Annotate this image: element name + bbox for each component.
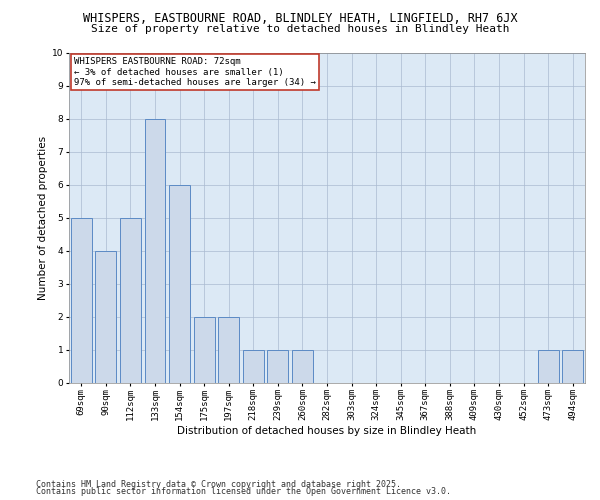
Bar: [71, 218, 92, 382]
Y-axis label: Number of detached properties: Number of detached properties: [38, 136, 48, 300]
Bar: [194, 316, 215, 382]
Text: WHISPERS EASTBOURNE ROAD: 72sqm
← 3% of detached houses are smaller (1)
97% of s: WHISPERS EASTBOURNE ROAD: 72sqm ← 3% of …: [74, 58, 316, 87]
X-axis label: Distribution of detached houses by size in Blindley Heath: Distribution of detached houses by size …: [178, 426, 476, 436]
Text: Contains HM Land Registry data © Crown copyright and database right 2025.: Contains HM Land Registry data © Crown c…: [36, 480, 401, 489]
Bar: [169, 184, 190, 382]
Bar: [145, 118, 166, 382]
Text: WHISPERS, EASTBOURNE ROAD, BLINDLEY HEATH, LINGFIELD, RH7 6JX: WHISPERS, EASTBOURNE ROAD, BLINDLEY HEAT…: [83, 12, 517, 26]
Bar: [243, 350, 264, 382]
Bar: [120, 218, 141, 382]
Text: Size of property relative to detached houses in Blindley Heath: Size of property relative to detached ho…: [91, 24, 509, 34]
Bar: [95, 250, 116, 382]
Text: Contains public sector information licensed under the Open Government Licence v3: Contains public sector information licen…: [36, 488, 451, 496]
Bar: [538, 350, 559, 382]
Bar: [562, 350, 583, 382]
Bar: [218, 316, 239, 382]
Bar: [268, 350, 289, 382]
Bar: [292, 350, 313, 382]
